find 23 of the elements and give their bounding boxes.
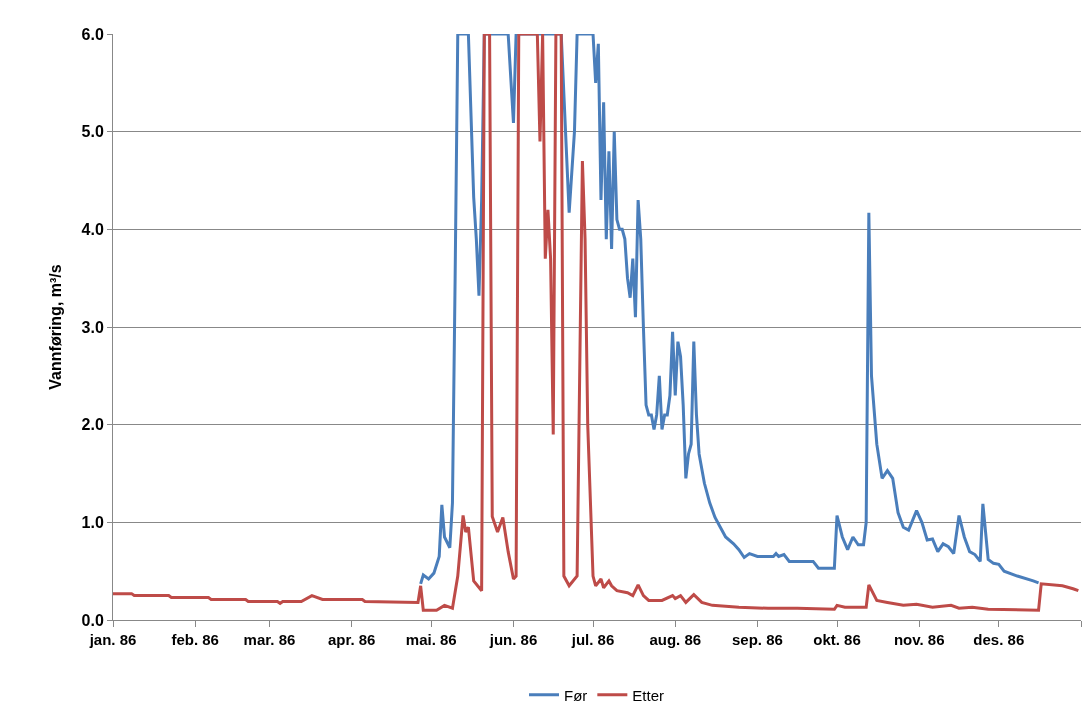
x-tick-label: aug. 86 <box>649 631 702 648</box>
x-tick-label: nov. 86 <box>893 631 945 648</box>
y-tick-label: 3.0 <box>81 318 104 336</box>
line-series <box>419 34 1041 586</box>
y-tick-label: 0.0 <box>81 611 104 629</box>
x-tick-label: feb. 86 <box>171 631 219 648</box>
y-tick-label: 2.0 <box>81 416 104 434</box>
x-tick-label: des. 86 <box>973 631 1025 648</box>
y-tick-label: 6.0 <box>81 25 104 43</box>
legend-label: Før <box>564 686 588 704</box>
y-tick-label: 1.0 <box>81 513 104 531</box>
x-tick-label: mai. 86 <box>405 631 457 648</box>
y-axis-title: Vannføring, m³/s <box>47 264 65 390</box>
x-tick-label: okt. 86 <box>813 631 861 648</box>
x-tick-label: sep. 86 <box>732 631 783 648</box>
x-tick-label: jan. 86 <box>88 631 137 648</box>
legend-label: Etter <box>632 686 665 704</box>
x-tick-label: jul. 86 <box>570 631 615 648</box>
x-tick-label: mar. 86 <box>243 631 296 648</box>
x-tick-label: apr. 86 <box>327 631 376 648</box>
y-tick-label: 4.0 <box>81 220 104 238</box>
y-tick-label: 5.0 <box>81 123 104 141</box>
x-tick-label: jun. 86 <box>488 631 538 648</box>
